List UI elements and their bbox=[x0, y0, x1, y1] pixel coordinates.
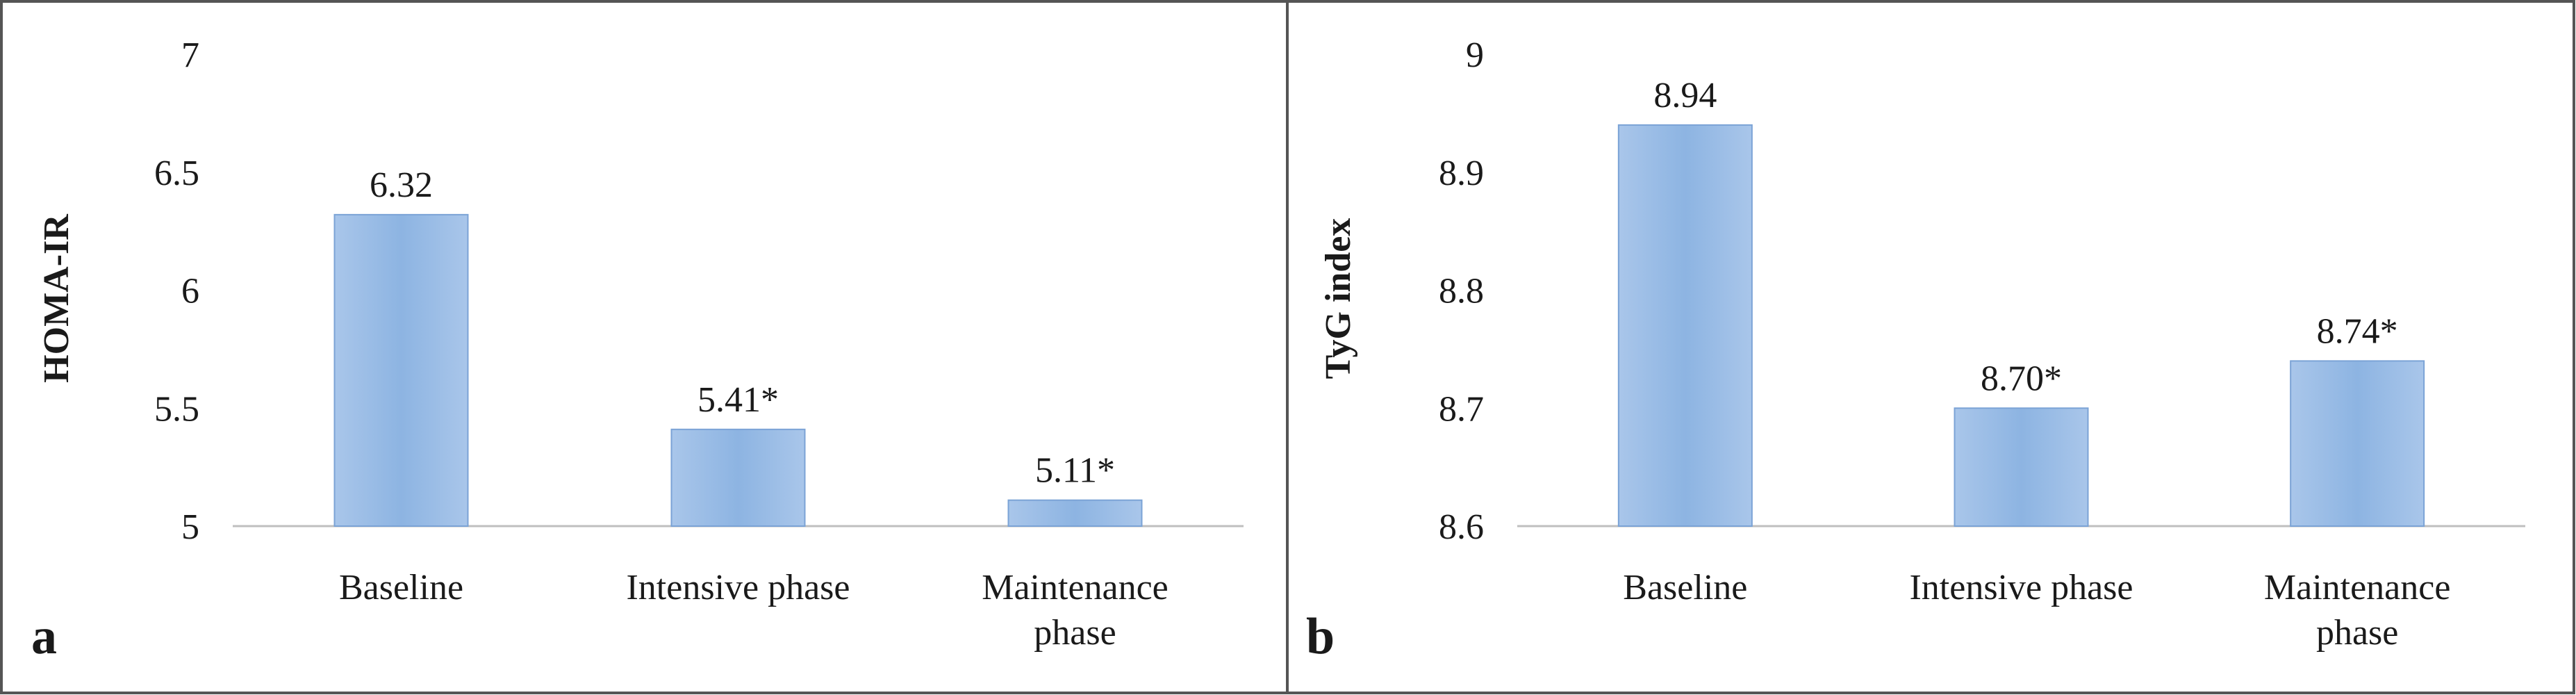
y-tick-label: 5 bbox=[181, 507, 199, 547]
bar bbox=[1954, 407, 2089, 527]
y-axis-title: HOMA-IR bbox=[37, 213, 76, 383]
y-tick-label: 8.6 bbox=[1439, 507, 1484, 547]
category-label: Intensive phase bbox=[626, 568, 850, 607]
y-tick-label: 6.5 bbox=[154, 154, 199, 193]
category-label: phase bbox=[2316, 613, 2398, 653]
bar bbox=[670, 428, 806, 527]
y-tick-label: 8.7 bbox=[1439, 389, 1484, 429]
data-label: 6.32 bbox=[370, 165, 433, 205]
y-axis-title: TyG index bbox=[1319, 218, 1358, 379]
y-tick-label: 5.5 bbox=[154, 389, 199, 429]
category-label: Maintenance bbox=[2264, 568, 2451, 607]
category-label: Intensive phase bbox=[1909, 568, 2133, 607]
bar bbox=[1617, 124, 1753, 528]
y-tick-label: 8.8 bbox=[1439, 272, 1484, 311]
panel-b: 8.6 8.7 8.8 8.9 9 8.94 Baseline 8.70* Intensive … bbox=[1306, 35, 2525, 665]
panel-letter: a bbox=[31, 608, 57, 665]
data-label: 8.94 bbox=[1653, 76, 1717, 115]
bar bbox=[2290, 360, 2425, 527]
data-label: 5.11* bbox=[1035, 451, 1115, 491]
category-label: Baseline bbox=[339, 568, 463, 607]
data-label: 8.70* bbox=[1981, 359, 2062, 398]
y-tick-label: 8.9 bbox=[1439, 154, 1484, 193]
category-label: phase bbox=[1034, 613, 1116, 653]
y-tick-label: 9 bbox=[1466, 35, 1484, 75]
data-label: 5.41* bbox=[697, 380, 779, 420]
panel-a: 5 5.5 6 6.5 7 6.32 Baseline 5.41* Intensive phas… bbox=[31, 35, 1244, 665]
y-tick-label: 7 bbox=[181, 35, 199, 75]
bar bbox=[1007, 499, 1143, 528]
bar bbox=[333, 213, 469, 527]
panel-letter: b bbox=[1306, 608, 1335, 665]
y-tick-label: 6 bbox=[181, 272, 199, 311]
category-label: Baseline bbox=[1623, 568, 1747, 607]
data-label: 8.74* bbox=[2317, 311, 2398, 351]
category-label: Maintenance bbox=[982, 568, 1169, 607]
